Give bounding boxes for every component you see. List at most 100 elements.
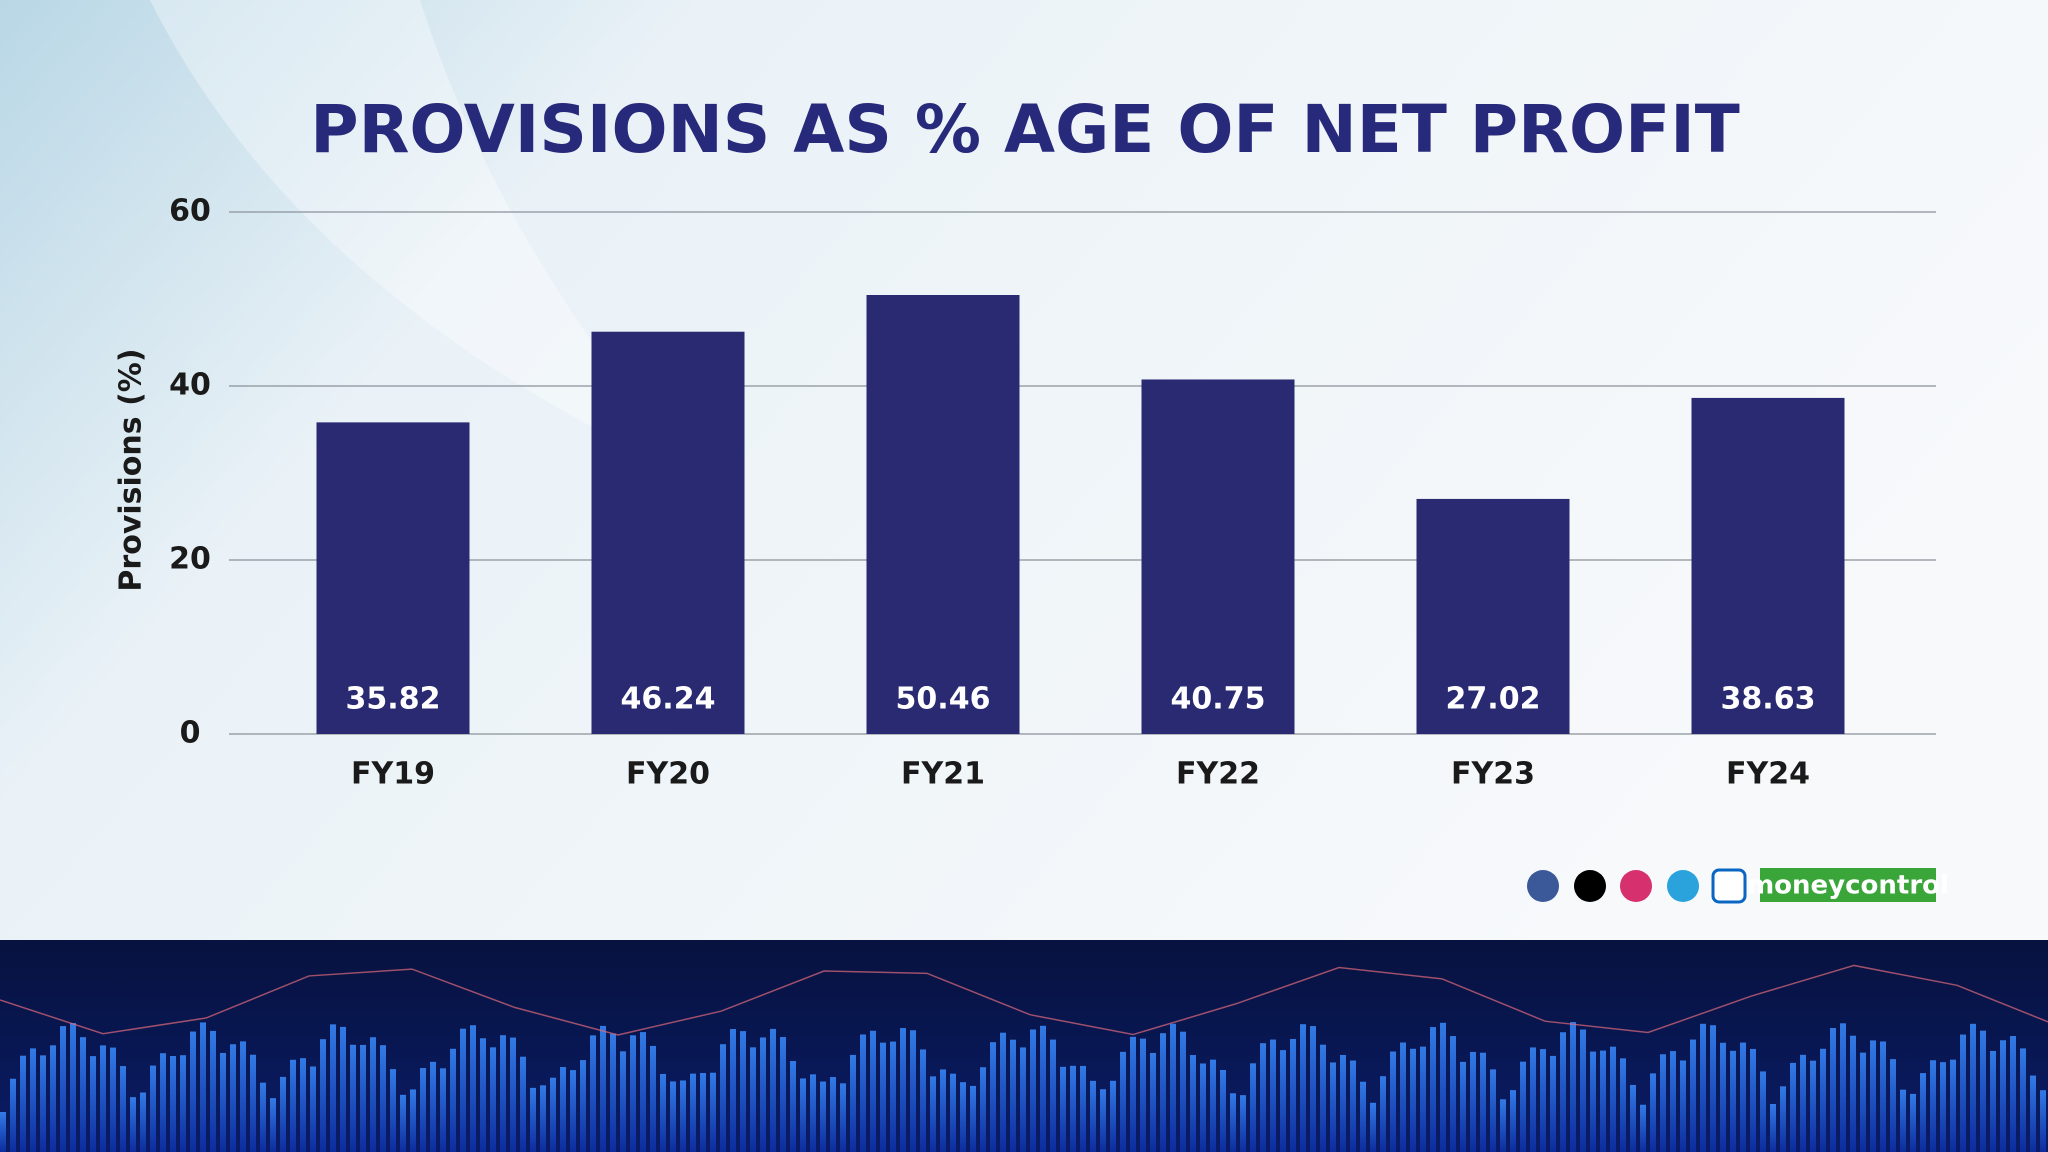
decor-spike (50, 1045, 56, 1152)
bar (1141, 379, 1295, 734)
decor-spike (1060, 1066, 1066, 1152)
decor-spike (0, 1112, 6, 1152)
decor-spike (300, 1058, 306, 1152)
decor-spike (460, 1028, 466, 1152)
decor-spike (260, 1082, 266, 1152)
decor-spike (420, 1068, 426, 1152)
decor-spike (1580, 1029, 1586, 1152)
decor-spike (500, 1035, 506, 1152)
decor-spike (2010, 1036, 2016, 1152)
decor-spike (1390, 1051, 1396, 1152)
decor-spike (1380, 1076, 1386, 1152)
telegram-icon[interactable] (1667, 870, 1699, 902)
decor-spike (480, 1038, 486, 1152)
decor-spike (430, 1061, 436, 1152)
decor-spike (1130, 1036, 1136, 1152)
decor-spike (1640, 1104, 1646, 1152)
decor-spike (610, 1033, 616, 1152)
linkedin-icon[interactable] (1711, 868, 1747, 904)
decor-spike (550, 1077, 556, 1152)
decor-spike (1270, 1039, 1276, 1152)
decor-spike (280, 1076, 286, 1152)
decor-spike (1810, 1060, 1816, 1152)
decor-spike (2040, 1090, 2046, 1152)
decor-spike (340, 1026, 346, 1152)
decor-spike (1990, 1050, 1996, 1152)
y-tick-label: 20 (169, 542, 211, 577)
y-tick-label: 40 (169, 368, 211, 403)
decor-spike (1900, 1089, 1906, 1152)
decor-spike (1470, 1051, 1476, 1152)
decor-spike (1020, 1047, 1026, 1152)
decor-spike (1460, 1061, 1466, 1152)
decor-spike (330, 1024, 336, 1152)
decor-spike (1860, 1052, 1866, 1152)
decor-spike (730, 1029, 736, 1152)
decor-spike (960, 1082, 966, 1152)
decor-spike (850, 1054, 856, 1152)
decor-spike (630, 1035, 636, 1152)
decor-spike (1780, 1086, 1786, 1152)
decor-spike (840, 1083, 846, 1152)
decor-spike (1420, 1046, 1426, 1152)
decor-spike (1750, 1048, 1756, 1152)
instagram-icon[interactable] (1620, 870, 1652, 902)
decor-spike (860, 1034, 866, 1152)
decor-spike (2020, 1048, 2026, 1152)
decor-spike (1790, 1062, 1796, 1152)
decor-spike (650, 1045, 656, 1152)
decor-spike (1760, 1071, 1766, 1152)
decor-spike (30, 1048, 36, 1152)
value-label: 50.46 (896, 682, 991, 717)
decor-spike (1700, 1023, 1706, 1152)
decor-spike (360, 1044, 366, 1152)
decor-spike (60, 1026, 66, 1152)
decor-spike (750, 1047, 756, 1152)
decor-spike (310, 1066, 316, 1152)
decor-spike (1290, 1038, 1296, 1152)
decor-spike (1220, 1070, 1226, 1152)
decor-spike (1520, 1061, 1526, 1152)
decor-spike (1950, 1059, 1956, 1152)
decor-spike (1660, 1054, 1666, 1152)
decor-spike (1410, 1048, 1416, 1152)
decor-spike (560, 1067, 566, 1152)
decor-spike (240, 1041, 246, 1152)
decor-spike (510, 1037, 516, 1152)
decor-spike (1040, 1025, 1046, 1152)
x-icon[interactable] (1574, 870, 1606, 902)
decor-spike (790, 1061, 796, 1152)
decor-spike (1930, 1060, 1936, 1152)
decor-spike (1500, 1099, 1506, 1152)
decor-spike (1350, 1060, 1356, 1152)
decor-spike (350, 1044, 356, 1152)
decor-spike (470, 1025, 476, 1152)
decor-spike (1080, 1065, 1086, 1152)
decor-spike (1740, 1042, 1746, 1152)
decor-spike (490, 1047, 496, 1152)
decor-spike (1680, 1060, 1686, 1152)
decor-spike (740, 1031, 746, 1152)
decor-spike (1540, 1049, 1546, 1152)
decor-spike (1820, 1048, 1826, 1152)
decor-spike (440, 1068, 446, 1152)
value-label: 38.63 (1721, 682, 1816, 717)
decor-spike (900, 1028, 906, 1152)
decor-spike (990, 1042, 996, 1152)
decor-spike (1650, 1073, 1656, 1152)
x-tick-label: FY24 (1726, 757, 1810, 792)
decor-spike (1240, 1095, 1246, 1152)
brand-logo[interactable] (1760, 868, 1936, 902)
decor-spike (1430, 1027, 1436, 1152)
decor-spike (1280, 1050, 1286, 1152)
decor-spike (1800, 1054, 1806, 1152)
decor-spike (1720, 1042, 1726, 1152)
decor-spike (880, 1042, 886, 1152)
value-label: 27.02 (1446, 682, 1541, 717)
decor-spike (410, 1089, 416, 1152)
facebook-icon[interactable] (1527, 870, 1559, 902)
decor-spike (980, 1067, 986, 1152)
decor-spike (950, 1073, 956, 1152)
decor-spike (1090, 1080, 1096, 1152)
